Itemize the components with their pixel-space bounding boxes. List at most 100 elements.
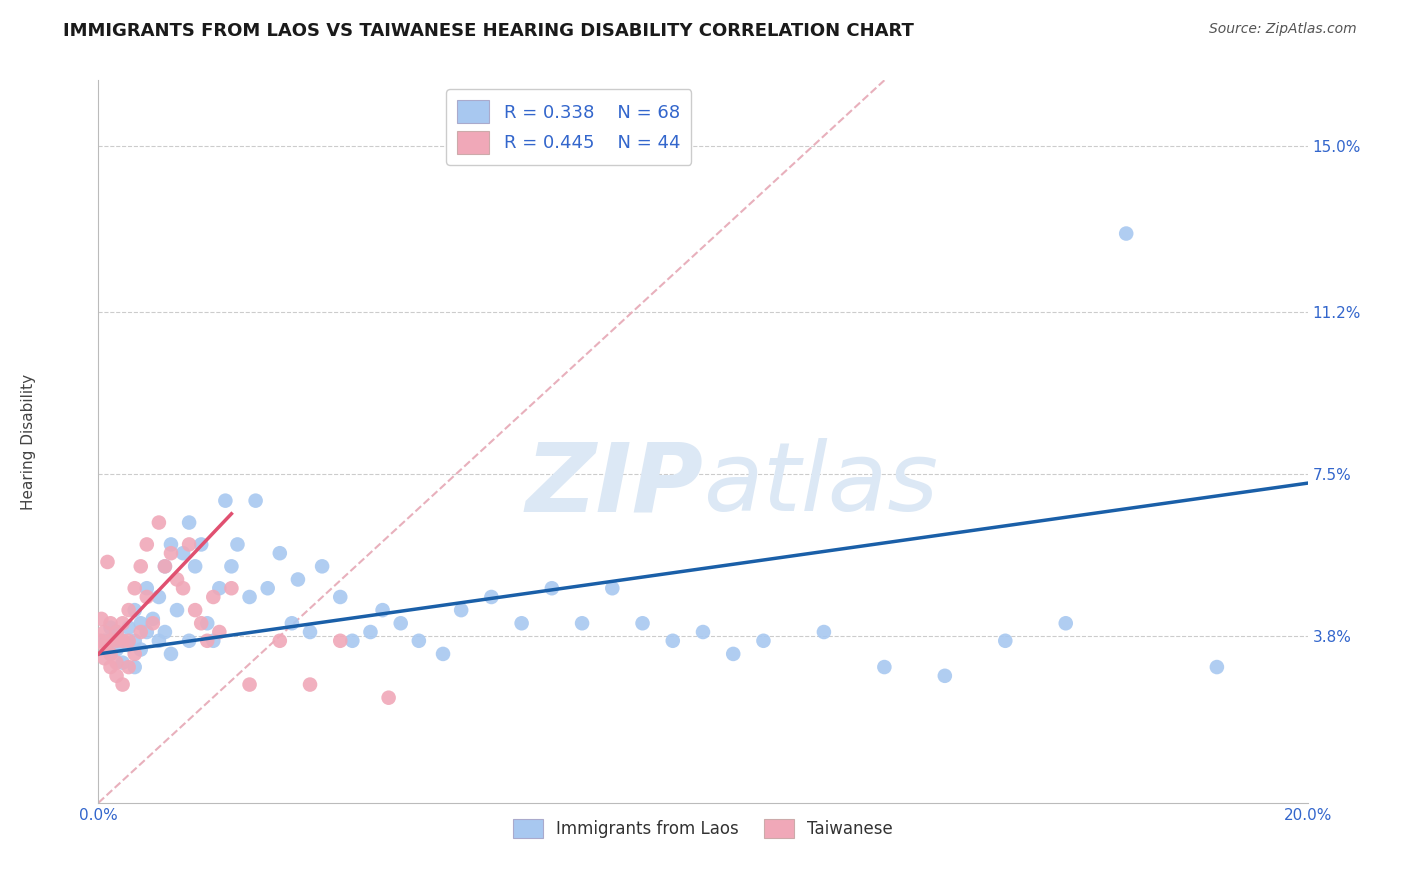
- Point: [184, 603, 207, 617]
- Point: [184, 559, 207, 574]
- Point: [269, 633, 291, 648]
- Text: ZIP: ZIP: [524, 438, 703, 532]
- Point: [269, 546, 291, 560]
- Point: [100, 633, 122, 648]
- Point: [100, 647, 122, 661]
- Point: [105, 625, 128, 640]
- Point: [432, 647, 454, 661]
- Point: [1054, 616, 1077, 631]
- Point: [118, 633, 141, 648]
- Point: [96, 555, 118, 569]
- Point: [342, 633, 364, 648]
- Point: [105, 642, 128, 657]
- Point: [93, 633, 115, 648]
- Point: [208, 581, 231, 595]
- Point: [172, 581, 194, 595]
- Point: [214, 493, 236, 508]
- Point: [1206, 660, 1229, 674]
- Point: [129, 616, 152, 631]
- Point: [408, 633, 430, 648]
- Point: [153, 559, 176, 574]
- Point: [450, 603, 472, 617]
- Point: [299, 677, 322, 691]
- Point: [510, 616, 533, 631]
- Point: [202, 590, 225, 604]
- Point: [179, 537, 201, 551]
- Point: [377, 690, 399, 705]
- Point: [602, 581, 624, 595]
- Point: [118, 660, 141, 674]
- Text: atlas: atlas: [703, 438, 938, 532]
- Point: [208, 625, 231, 640]
- Point: [172, 546, 194, 560]
- Point: [481, 590, 503, 604]
- Point: [124, 581, 146, 595]
- Point: [166, 573, 188, 587]
- Point: [153, 559, 176, 574]
- Point: [360, 625, 382, 640]
- Point: [153, 625, 176, 640]
- Point: [752, 633, 775, 648]
- Point: [311, 559, 333, 574]
- Text: Source: ZipAtlas.com: Source: ZipAtlas.com: [1209, 22, 1357, 37]
- Point: [661, 633, 683, 648]
- Point: [93, 651, 115, 665]
- Point: [299, 625, 322, 640]
- Point: [100, 647, 122, 661]
- Point: [105, 633, 128, 648]
- Point: [148, 516, 170, 530]
- Point: [142, 612, 165, 626]
- Point: [934, 669, 956, 683]
- Point: [124, 633, 146, 648]
- Point: [105, 625, 128, 640]
- Y-axis label: Hearing Disability: Hearing Disability: [21, 374, 37, 509]
- Point: [90, 612, 112, 626]
- Point: [813, 625, 835, 640]
- Point: [105, 669, 128, 683]
- Point: [135, 625, 157, 640]
- Point: [239, 590, 262, 604]
- Point: [129, 625, 152, 640]
- Point: [221, 581, 243, 595]
- Point: [723, 647, 745, 661]
- Point: [160, 537, 183, 551]
- Point: [129, 642, 152, 657]
- Point: [135, 590, 157, 604]
- Point: [179, 633, 201, 648]
- Point: [124, 660, 146, 674]
- Point: [195, 616, 218, 631]
- Point: [135, 581, 157, 595]
- Point: [124, 647, 146, 661]
- Point: [100, 616, 122, 631]
- Point: [245, 493, 267, 508]
- Point: [166, 603, 188, 617]
- Point: [202, 633, 225, 648]
- Point: [571, 616, 593, 631]
- Point: [281, 616, 304, 631]
- Point: [111, 616, 134, 631]
- Point: [100, 621, 122, 635]
- Point: [692, 625, 714, 640]
- Point: [148, 590, 170, 604]
- Point: [179, 516, 201, 530]
- Point: [1115, 227, 1137, 241]
- Point: [118, 603, 141, 617]
- Point: [371, 603, 394, 617]
- Point: [129, 559, 152, 574]
- Point: [329, 590, 352, 604]
- Point: [118, 638, 141, 652]
- Point: [160, 546, 183, 560]
- Point: [994, 633, 1017, 648]
- Point: [190, 616, 212, 631]
- Point: [160, 647, 183, 661]
- Text: IMMIGRANTS FROM LAOS VS TAIWANESE HEARING DISABILITY CORRELATION CHART: IMMIGRANTS FROM LAOS VS TAIWANESE HEARIN…: [63, 22, 914, 40]
- Point: [111, 656, 134, 670]
- Point: [135, 537, 157, 551]
- Point: [287, 573, 309, 587]
- Legend: Immigrants from Laos, Taiwanese: Immigrants from Laos, Taiwanese: [506, 813, 900, 845]
- Point: [111, 633, 134, 648]
- Point: [148, 633, 170, 648]
- Point: [118, 621, 141, 635]
- Point: [124, 603, 146, 617]
- Point: [89, 633, 111, 648]
